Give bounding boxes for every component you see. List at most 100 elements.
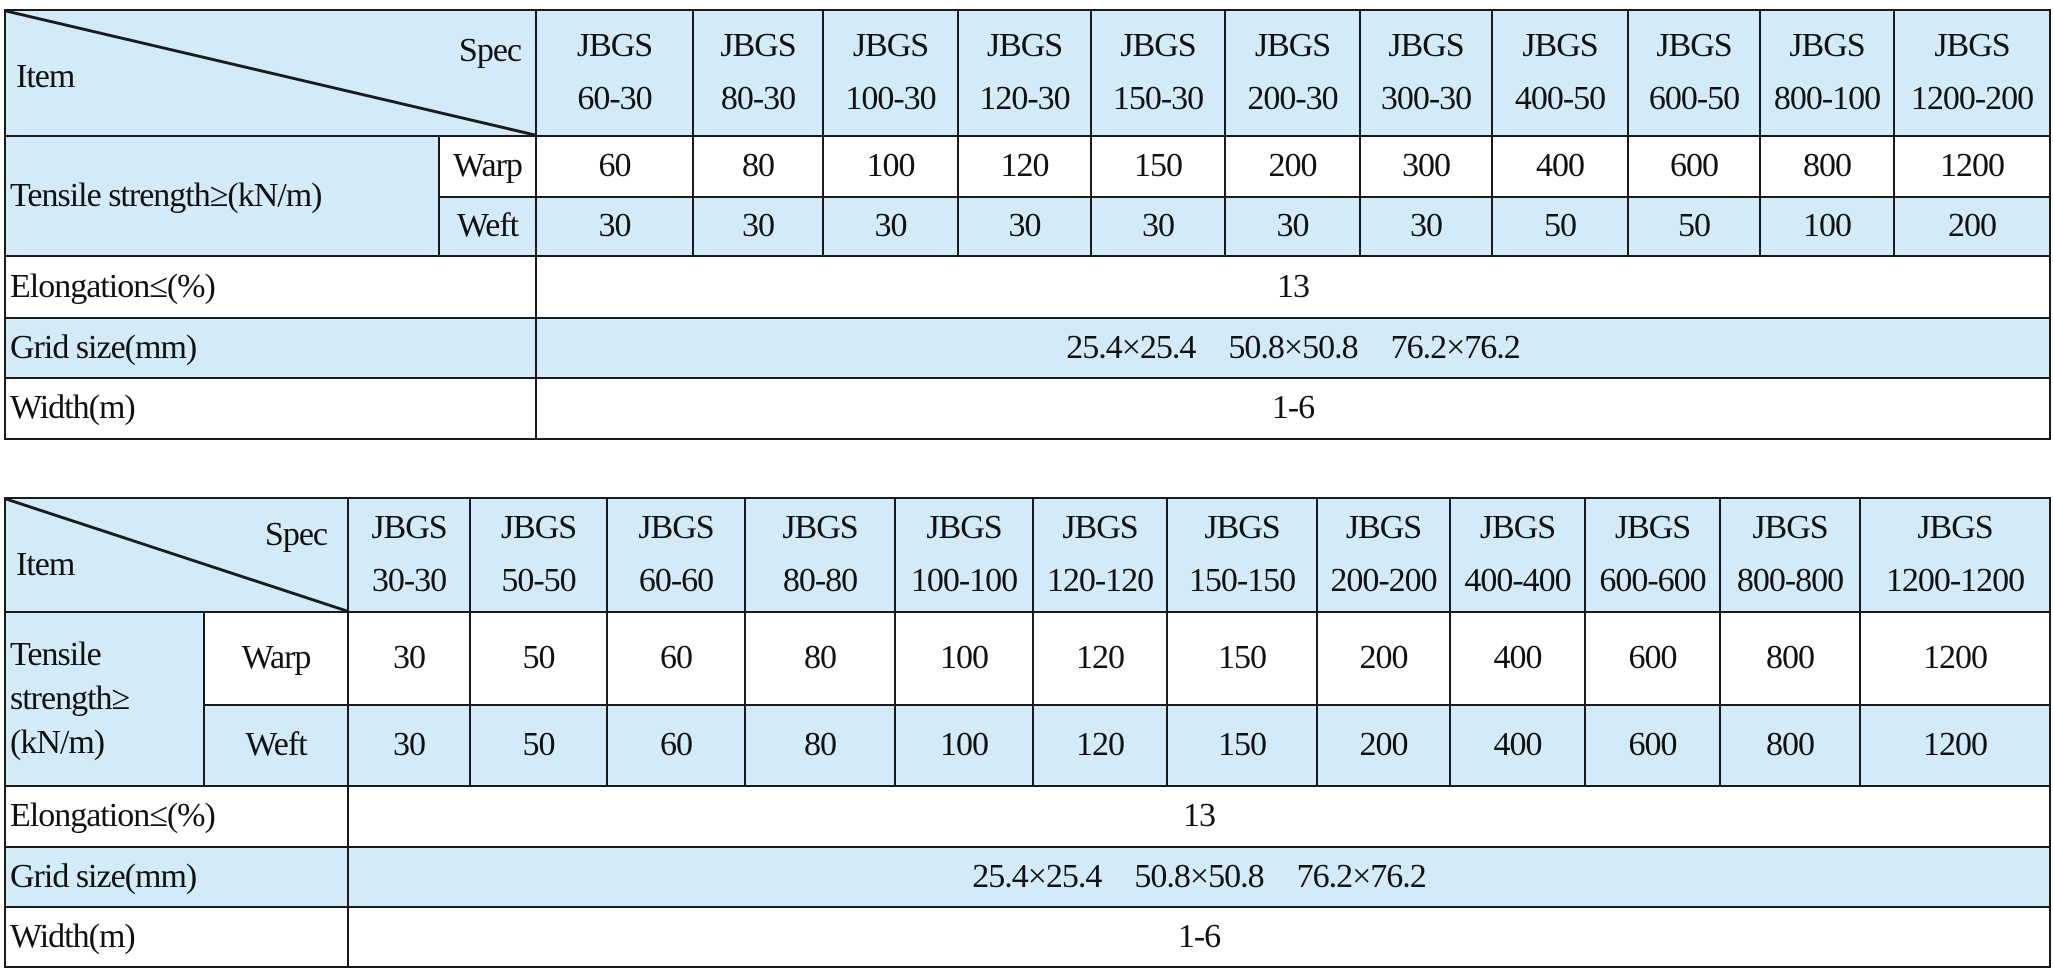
spec-header-cell: JBGS 600-600 bbox=[1584, 497, 1721, 613]
width-row: Width(m) 1-6 bbox=[4, 906, 2051, 968]
spec-header-cell: JBGS 60-60 bbox=[606, 497, 746, 613]
spec-model: JBGS bbox=[576, 27, 653, 65]
spec-code: 1200-1200 bbox=[1885, 562, 2025, 599]
width-value: 1-6 bbox=[347, 906, 2051, 968]
warp-value: 400 bbox=[1491, 135, 1629, 198]
spec-model: JBGS bbox=[500, 509, 577, 547]
spec-model: JBGS bbox=[1789, 27, 1865, 65]
warp-row: Tensile strength≥(kN/m) Warp 60 80 100 120 150… bbox=[4, 135, 2051, 257]
elongation-label: Elongation≤(%) bbox=[4, 785, 349, 848]
weft-value: 30 bbox=[1090, 196, 1226, 257]
spec-label: Spec bbox=[458, 32, 522, 69]
grid-label: Grid size(mm) bbox=[4, 846, 349, 908]
diagonal-divider bbox=[7, 12, 534, 134]
warp-value: 600 bbox=[1627, 135, 1761, 198]
weft-value: 200 bbox=[1893, 196, 2051, 257]
spec-header-cell: JBGS 200-200 bbox=[1316, 497, 1451, 613]
grid-value: 25.4×25.4 50.8×50.8 76.2×76.2 bbox=[347, 846, 2051, 908]
spec-code: 600-50 bbox=[1648, 80, 1740, 117]
spec-model: JBGS bbox=[1614, 509, 1691, 547]
spec-model: JBGS bbox=[1934, 27, 2010, 65]
warp-value: 800 bbox=[1719, 611, 1861, 706]
spec-header-cell: JBGS 80-80 bbox=[744, 497, 896, 613]
grid-row: Grid size(mm) 25.4×25.4 50.8×50.8 76.2×76… bbox=[4, 846, 2051, 908]
warp-value: 600 bbox=[1584, 611, 1721, 706]
width-label: Width(m) bbox=[4, 377, 537, 440]
elongation-row: Elongation≤(%) 13 bbox=[4, 255, 2051, 319]
warp-value: 30 bbox=[347, 611, 471, 706]
weft-value: 50 bbox=[1627, 196, 1761, 257]
spec-code: 100-100 bbox=[910, 562, 1018, 599]
width-row: Width(m) 1-6 bbox=[4, 377, 2051, 440]
warp-label: Warp bbox=[203, 611, 349, 706]
spec-model: JBGS bbox=[1656, 27, 1732, 65]
weft-value: 50 bbox=[1491, 196, 1629, 257]
spec-code: 100-30 bbox=[845, 80, 936, 117]
weft-value: 30 bbox=[1224, 196, 1361, 257]
weft-value: 120 bbox=[1032, 704, 1168, 787]
spec-header-cell: JBGS 300-30 bbox=[1359, 9, 1493, 137]
spec-code: 800-100 bbox=[1773, 80, 1881, 117]
spec-table-2: Item Spec JBGS 30-30 JBGS 50-50 JBGS 60-60 JBGS 8… bbox=[4, 497, 2051, 968]
warp-value: 150 bbox=[1090, 135, 1226, 198]
item-label: Item bbox=[16, 58, 75, 95]
spec-model: JBGS bbox=[1204, 509, 1280, 547]
weft-value: 30 bbox=[535, 196, 694, 257]
spec-code: 120-30 bbox=[979, 80, 1070, 117]
spec-code: 150-30 bbox=[1112, 80, 1204, 117]
weft-value: 100 bbox=[894, 704, 1034, 787]
weft-value: 30 bbox=[692, 196, 824, 257]
spec-header-cell: JBGS 1200-1200 bbox=[1859, 497, 2051, 613]
elongation-row: Elongation≤(%) 13 bbox=[4, 785, 2051, 848]
warp-value: 200 bbox=[1224, 135, 1361, 198]
weft-value: 50 bbox=[469, 704, 608, 787]
spec-code: 200-30 bbox=[1247, 80, 1338, 117]
warp-value: 80 bbox=[744, 611, 896, 706]
weft-value: 80 bbox=[744, 704, 896, 787]
weft-value: 600 bbox=[1584, 704, 1721, 787]
warp-value: 1200 bbox=[1893, 135, 2051, 198]
grid-value: 25.4×25.4 50.8×50.8 76.2×76.2 bbox=[535, 317, 2051, 379]
spec-code: 50-50 bbox=[501, 562, 576, 599]
warp-value: 400 bbox=[1449, 611, 1586, 706]
spec-header-cell: JBGS 150-150 bbox=[1166, 497, 1318, 613]
item-label: Item bbox=[16, 546, 75, 583]
weft-row: Weft 30 30 30 30 30 30 30 50 50 100 200 bbox=[5, 196, 2051, 257]
warp-value: 60 bbox=[535, 135, 694, 198]
spec-code: 600-600 bbox=[1599, 562, 1706, 599]
spec-code: 1200-200 bbox=[1910, 80, 2034, 117]
spec-model: JBGS bbox=[1752, 509, 1828, 547]
spec-model: JBGS bbox=[371, 509, 447, 547]
weft-value: 30 bbox=[347, 704, 471, 787]
spec-code: 60-60 bbox=[638, 562, 714, 599]
spec-code: 60-30 bbox=[577, 80, 652, 117]
spec-code: 150-150 bbox=[1188, 562, 1296, 599]
warp-value: 200 bbox=[1316, 611, 1451, 706]
spec-code: 800-800 bbox=[1736, 562, 1844, 599]
spec-header-cell: JBGS 50-50 bbox=[469, 497, 608, 613]
spec-header-cell: JBGS 400-50 bbox=[1491, 9, 1629, 137]
warp-label: Warp bbox=[438, 135, 537, 198]
spec-code: 120-120 bbox=[1046, 562, 1154, 599]
warp-value: 1200 bbox=[1859, 611, 2051, 706]
weft-value: 100 bbox=[1759, 196, 1895, 257]
width-label: Width(m) bbox=[4, 906, 349, 968]
warp-row: Tensile strength≥ (kN/m) Warp 30 50 60 80 100 1… bbox=[4, 611, 2051, 787]
spec-model: JBGS bbox=[782, 509, 858, 547]
weft-value: 30 bbox=[822, 196, 959, 257]
spec-model: JBGS bbox=[638, 509, 714, 547]
width-value: 1-6 bbox=[535, 377, 2051, 440]
weft-value: 30 bbox=[957, 196, 1092, 257]
spec-code: 80-80 bbox=[782, 562, 858, 599]
spec-header-cell: JBGS 800-800 bbox=[1719, 497, 1861, 613]
elongation-label: Elongation≤(%) bbox=[4, 255, 537, 319]
spec-header-cell: JBGS 80-30 bbox=[692, 9, 824, 137]
spec-header-cell: JBGS 100-30 bbox=[822, 9, 959, 137]
tensile-strength-label: Tensile strength≥ (kN/m) bbox=[4, 611, 205, 787]
spec-model: JBGS bbox=[1120, 27, 1196, 65]
spec-header-cell: JBGS 200-30 bbox=[1224, 9, 1361, 137]
spec-header-cell: JBGS 800-100 bbox=[1759, 9, 1895, 137]
spec-model: JBGS bbox=[1062, 509, 1138, 547]
diagonal-divider bbox=[7, 500, 346, 610]
